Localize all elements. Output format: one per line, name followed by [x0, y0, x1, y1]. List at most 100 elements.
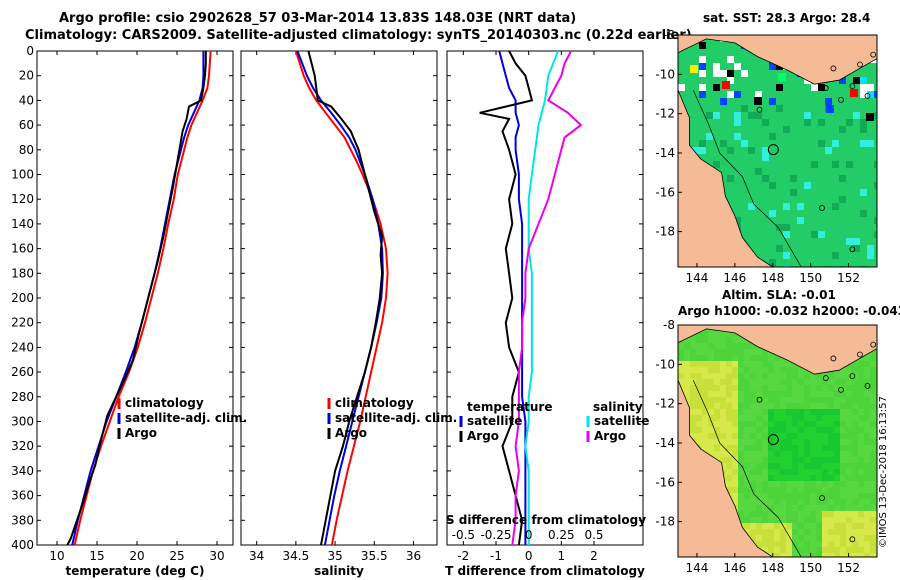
map-cell — [804, 505, 810, 511]
map-cell — [748, 203, 755, 210]
map-cell — [811, 175, 818, 182]
map-cell — [768, 463, 774, 469]
map-cell — [738, 445, 744, 451]
map-cell — [726, 367, 732, 373]
map-cell — [822, 451, 828, 457]
map-cell — [755, 70, 762, 77]
map-cell — [790, 147, 797, 154]
map-cell — [750, 397, 756, 403]
map-cell — [750, 529, 756, 535]
map-cell — [816, 553, 822, 557]
map-cell — [776, 210, 783, 217]
map-cell — [755, 224, 762, 231]
map-cell — [678, 84, 685, 91]
map-cell — [768, 451, 774, 457]
map-cell — [858, 433, 864, 439]
map-cell — [780, 415, 786, 421]
map-cell — [684, 361, 690, 367]
legend-title-temperature: temperature — [467, 400, 552, 414]
map-cell — [804, 445, 810, 451]
map-cell — [684, 355, 690, 361]
map-cell — [696, 409, 702, 415]
map-cell — [816, 463, 822, 469]
map-cell — [825, 245, 832, 252]
map-cell — [714, 361, 720, 367]
map-cell — [834, 517, 840, 523]
map-cell — [720, 373, 726, 379]
y-tick-label: 0 — [26, 44, 34, 58]
island-outline — [830, 355, 837, 362]
map-cell — [852, 397, 858, 403]
map-cell — [852, 499, 858, 505]
map-cell — [864, 367, 870, 373]
map-cell — [858, 499, 864, 505]
map-cell — [834, 397, 840, 403]
map-cell — [762, 385, 768, 391]
map-cell — [780, 421, 786, 427]
map-cell — [853, 77, 860, 84]
map-cell — [768, 541, 774, 547]
map-cell — [790, 189, 797, 196]
map-cell — [867, 168, 874, 175]
map-cell — [762, 245, 769, 252]
map-cell — [780, 367, 786, 373]
map-cell — [797, 196, 804, 203]
map-cell — [755, 84, 762, 91]
map-cell — [804, 481, 810, 487]
map-cell — [822, 541, 828, 547]
map-cell — [834, 415, 840, 421]
map-cell — [792, 451, 798, 457]
map-cell — [810, 403, 816, 409]
map-cell — [769, 154, 776, 161]
map-cell — [744, 445, 750, 451]
map-cell — [734, 154, 741, 161]
map-cell — [738, 427, 744, 433]
map-cell — [708, 403, 714, 409]
map-cell — [692, 140, 699, 147]
map-cell — [858, 481, 864, 487]
map-cell — [834, 451, 840, 457]
map-cell — [756, 391, 762, 397]
island-outline — [849, 536, 856, 543]
map-cell — [756, 361, 762, 367]
map-cell — [702, 433, 708, 439]
map-cell — [864, 445, 870, 451]
map-cell — [798, 385, 804, 391]
map-cell — [858, 463, 864, 469]
map-cell — [798, 481, 804, 487]
map-cell — [720, 349, 726, 355]
map-cell — [804, 175, 811, 182]
map-cell — [741, 217, 748, 224]
map-cell — [780, 493, 786, 499]
map-cell — [818, 154, 825, 161]
map-cell — [776, 168, 783, 175]
map-cell — [769, 77, 776, 84]
map-cell — [846, 451, 852, 457]
map-cell — [825, 119, 832, 126]
map-y-tick-label: -18 — [655, 515, 675, 529]
map-cell — [786, 493, 792, 499]
map-cell — [790, 259, 797, 266]
map-cell — [792, 475, 798, 481]
map-cell — [708, 337, 714, 343]
map-cell — [776, 231, 783, 238]
map-cell — [874, 154, 877, 161]
map-cell — [797, 161, 804, 168]
map-x-tick-label: 146 — [723, 561, 746, 575]
x-axis-label: T difference from climatology — [445, 564, 645, 578]
map-cell — [732, 379, 738, 385]
map-cell — [839, 224, 846, 231]
map-cell — [696, 397, 702, 403]
map-cell — [864, 379, 870, 385]
map-cell — [762, 105, 769, 112]
map-cell — [762, 439, 768, 445]
map-cell — [702, 361, 708, 367]
map-cell — [776, 217, 783, 224]
map-cell — [755, 217, 762, 224]
x-tick-label: 1 — [558, 549, 566, 563]
map-cell — [790, 126, 797, 133]
map-cell — [755, 63, 762, 70]
map-cell — [832, 133, 839, 140]
map-cell — [798, 553, 804, 557]
map-cell — [708, 367, 714, 373]
